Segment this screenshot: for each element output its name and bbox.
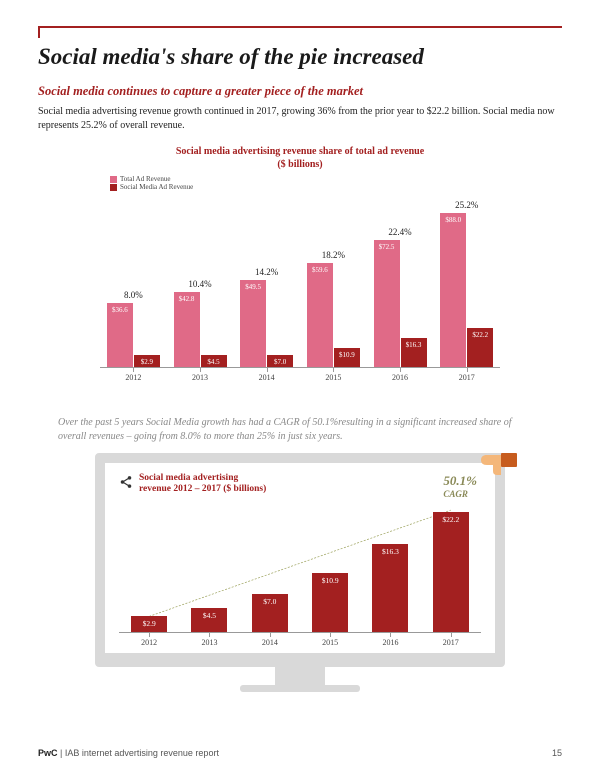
chart2-bar-label: $10.9 [312,576,348,585]
chart1-bar-social-label: $22.2 [467,331,493,339]
chart1-bar-group: 22.4%$72.5$16.3 [367,240,434,367]
chart1-bar-social-label: $7.0 [267,358,293,366]
chart1-bar-group: 18.2%$59.6$10.9 [300,263,367,367]
legend-label-total: Total Ad Revenue [120,175,170,183]
chart1-x-axis: 201220132014201520162017 [100,372,500,382]
chart1-pct-label: 25.2% [433,200,500,210]
chart1-bar-total-label: $49.5 [240,283,266,291]
monitor-stand [275,667,325,685]
chart1-bar-total-label: $59.6 [307,266,333,274]
footer-brand: PwC [38,748,58,758]
chart2-bar-label: $16.3 [372,547,408,556]
chart1-legend: Total Ad Revenue Social Media Ad Revenue [110,175,500,191]
chart1-pct-label: 10.4% [167,279,234,289]
chart1-bar-group: 14.2%$49.5$7.0 [233,280,300,367]
chart1-bar-total-label: $36.6 [107,306,133,314]
chart1-title-line2: ($ billions) [277,159,322,170]
chart1-bar-social: $4.5 [201,355,227,367]
chart2-title-line1: Social media advertising [139,473,238,483]
chart2-title: Social media advertising revenue 2012 – … [139,473,266,496]
chart1-x-tick: 2017 [433,372,500,382]
footer-left: PwC | IAB internet advertising revenue r… [38,748,219,758]
chart1-x-tick: 2016 [367,372,434,382]
legend-swatch-total [110,176,117,183]
chart1-bar-social: $2.9 [134,355,160,367]
chart2-x-tick: 2017 [421,637,481,647]
cagr-caption: Over the past 5 years Social Media growt… [58,416,542,443]
chart2-bar-label: $4.5 [191,611,227,620]
chart1-bar-total: $88.0 [440,213,466,367]
chart2-x-axis: 201220132014201520162017 [119,637,481,647]
chart2-x-tick: 2015 [300,637,360,647]
chart2-bar: $2.9 [131,616,167,632]
chart2-x-tick: 2016 [360,637,420,647]
chart1-pct-label: 14.2% [233,267,300,277]
chart1-x-tick: 2015 [300,372,367,382]
accent-rule [38,26,562,38]
page-subtitle: Social media continues to capture a grea… [38,84,562,99]
chart2-bar: $22.2 [433,512,469,632]
legend-label-social: Social Media Ad Revenue [120,183,193,191]
chart1-bar-social-label: $4.5 [201,358,227,366]
chart1-bar-social: $7.0 [267,355,293,367]
trend-line [119,503,481,632]
legend-swatch-social [110,184,117,191]
chart1-x-tick: 2014 [233,372,300,382]
cagr-percent: 50.1% [443,473,477,489]
chart1-bar-total: $36.6 [107,303,133,367]
chart2-header: Social media advertising revenue 2012 – … [119,473,481,499]
intro-paragraph: Social media advertising revenue growth … [38,105,562,132]
chart1-title-line1: Social media advertising revenue share o… [176,146,424,157]
chart2-bar-label: $2.9 [131,619,167,628]
chart1-bar-social: $10.9 [334,348,360,367]
footer-page-number: 15 [552,748,562,758]
page-title: Social media's share of the pie increase… [38,44,562,70]
chart2-bar: $16.3 [372,544,408,632]
chart1-bar-total-label: $72.5 [374,243,400,251]
chart1-bar-group: 8.0%$36.6$2.9 [100,303,167,367]
chart1-bar-social: $22.2 [467,328,493,367]
chart2-bar-label: $7.0 [252,597,288,606]
footer-sep: | [58,748,65,758]
monitor-frame: Social media advertising revenue 2012 – … [95,453,505,667]
chart2-x-tick: 2012 [119,637,179,647]
footer-report-name: IAB internet advertising revenue report [65,748,219,758]
chart2-title-line2: revenue 2012 – 2017 ($ billions) [139,484,266,494]
chart1-bar-group: 10.4%$42.8$4.5 [167,292,234,367]
cagr-label: CAGR [443,489,477,499]
hand-icon [473,449,517,490]
chart-share-of-total: Social media advertising revenue share o… [100,146,500,382]
chart1-x-tick: 2012 [100,372,167,382]
chart1-bar-total-label: $88.0 [440,216,466,224]
chart1-bar-social: $16.3 [401,338,427,367]
chart2-bar: $7.0 [252,594,288,632]
chart1-bar-total: $49.5 [240,280,266,367]
chart2-x-tick: 2013 [179,637,239,647]
chart1-bar-social-label: $10.9 [334,351,360,359]
chart1-bar-social-label: $2.9 [134,358,160,366]
chart1-bar-total-label: $42.8 [174,295,200,303]
chart1-pct-label: 18.2% [300,250,367,260]
chart1-bar-group: 25.2%$88.0$22.2 [433,213,500,367]
chart1-title: Social media advertising revenue share o… [100,146,500,171]
chart2-bar-label: $22.2 [433,515,469,524]
chart1-pct-label: 8.0% [100,290,167,300]
monitor-graphic: Social media advertising revenue 2012 – … [95,453,505,692]
chart2-bar: $4.5 [191,608,227,632]
chart1-bar-total: $59.6 [307,263,333,367]
chart2-x-tick: 2014 [240,637,300,647]
chart1-bar-social-label: $16.3 [401,341,427,349]
cagr-callout: 50.1% CAGR [443,473,477,499]
chart2-bar: $10.9 [312,573,348,632]
chart1-x-tick: 2013 [167,372,234,382]
chart1-bar-total: $72.5 [374,240,400,367]
share-icon [119,475,133,489]
chart1-bar-total: $42.8 [174,292,200,367]
chart2-plot-area: $2.9 $4.5 $7.0 $10.9 $16.3 $22.2 [119,503,481,633]
chart1-plot-area: 8.0% $36.6 $2.9 10.4% $42.8 $4.5 14.2% $49.5 $7.… [100,193,500,368]
chart1-pct-label: 22.4% [367,227,434,237]
page-footer: PwC | IAB internet advertising revenue r… [38,748,562,758]
monitor-base [240,685,360,692]
